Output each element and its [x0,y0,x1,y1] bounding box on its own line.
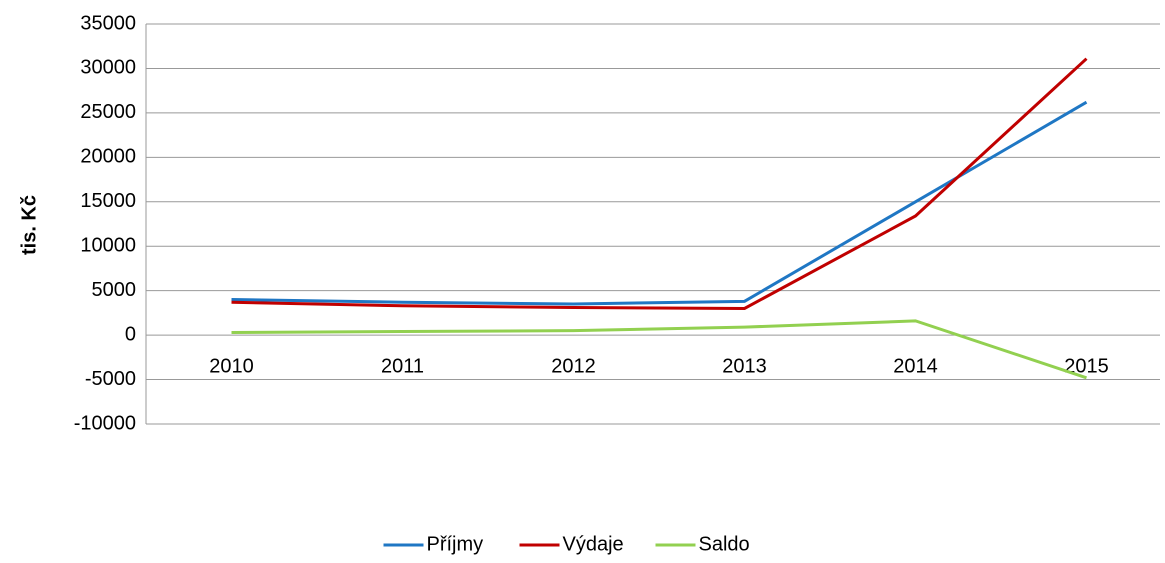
line-series [231,319,1087,380]
y-tick-label: 30000 [80,57,136,79]
y-tick-label: -10000 [74,412,136,434]
y-tick-label: 35000 [80,12,136,34]
x-tick-label: 2010 [209,355,254,377]
y-tick-label: 20000 [80,146,136,168]
legend-label: Saldo [699,533,750,555]
x-tick-label: 2011 [381,355,424,377]
y-tick-label: 0 [125,323,136,345]
y-tick-label: 15000 [80,190,136,212]
y-tick-label: 10000 [80,235,136,257]
x-tick-label: 2015 [1064,355,1109,377]
y-tick-label: 25000 [80,101,136,123]
line-series [231,57,1088,310]
x-tick-label: 2012 [551,355,596,377]
y-tick-label: 5000 [92,279,137,301]
x-tick-label: 2014 [893,355,938,377]
legend-label: Výdaje [563,533,624,555]
y-tick-label: -5000 [85,368,136,390]
y-axis-label: tis. Kč [18,195,40,255]
legend-label: Příjmy [427,533,484,555]
x-tick-label: 2013 [722,355,767,377]
line-series [231,100,1088,306]
